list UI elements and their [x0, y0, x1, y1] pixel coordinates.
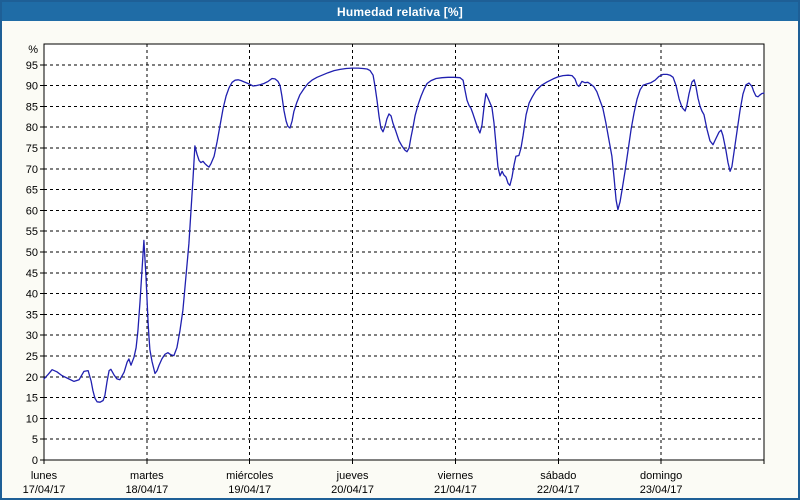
day-date-label: 23/04/17 [640, 484, 683, 496]
y-tick-label: 35 [26, 309, 38, 321]
y-tick-label: 40 [26, 289, 38, 301]
day-name-label: jueves [336, 470, 369, 482]
y-tick-label: 90 [26, 81, 38, 93]
y-tick-label: 60 [26, 205, 38, 217]
y-tick-label: 20 [26, 372, 38, 384]
day-name-label: sábado [540, 470, 576, 482]
day-name-label: lunes [31, 470, 58, 482]
y-tick-label: 5 [32, 434, 38, 446]
y-tick-label: 50 [26, 247, 38, 259]
humidity-data-line [43, 67, 765, 403]
day-name-label: domingo [640, 470, 682, 482]
y-tick-label: 75 [26, 143, 38, 155]
y-axis-unit-label: % [28, 44, 38, 56]
y-tick-label: 45 [26, 268, 38, 280]
day-date-label: 18/04/17 [125, 484, 168, 496]
y-tick-label: 70 [26, 164, 38, 176]
day-date-label: 19/04/17 [228, 484, 271, 496]
day-date-label: 20/04/17 [331, 484, 374, 496]
day-date-label: 17/04/17 [23, 484, 66, 496]
y-tick-label: 85 [26, 101, 38, 113]
day-name-label: miércoles [226, 470, 274, 482]
day-name-label: martes [130, 470, 164, 482]
day-date-label: 21/04/17 [434, 484, 477, 496]
day-date-label: 22/04/17 [537, 484, 580, 496]
y-tick-label: 30 [26, 330, 38, 342]
chart-title: Humedad relativa [%] [336, 4, 464, 19]
title-bar: Humedad relativa [%] [2, 2, 798, 21]
y-tick-label: 15 [26, 393, 38, 405]
y-tick-label: 55 [26, 226, 38, 238]
y-tick-label: 0 [32, 455, 38, 467]
y-tick-label: 10 [26, 413, 38, 425]
y-tick-label: 25 [26, 351, 38, 363]
y-tick-label: 80 [26, 122, 38, 134]
y-tick-label: 95 [26, 60, 38, 72]
y-tick-label: 65 [26, 185, 38, 197]
day-name-label: viernes [438, 470, 474, 482]
